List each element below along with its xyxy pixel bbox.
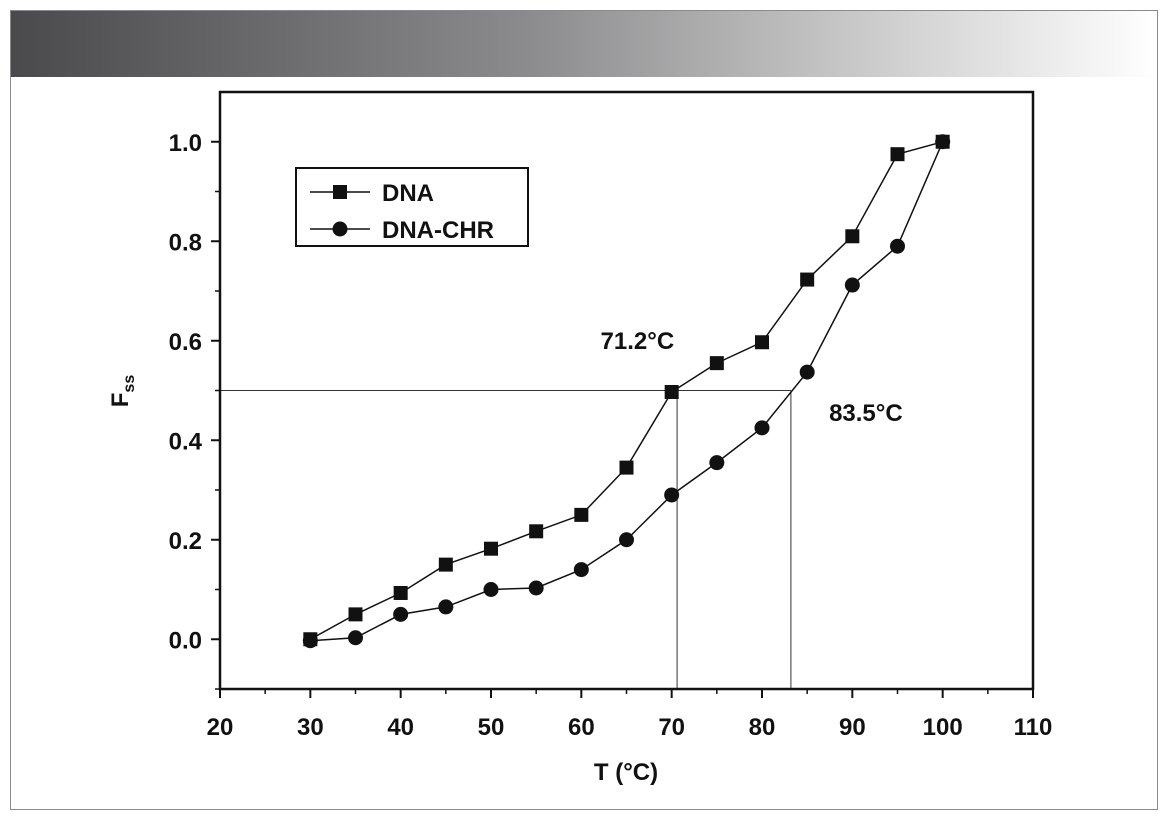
data-point-dna-chr-50 xyxy=(483,582,499,597)
x-tick-label: 90 xyxy=(839,714,866,741)
y-tick-label: 1.0 xyxy=(169,130,202,157)
data-point-dna-80 xyxy=(755,335,769,350)
y-axis-title-subscript: ss xyxy=(121,375,138,393)
y-axis-title-main: F xyxy=(107,393,134,408)
data-point-dna-chr-100 xyxy=(935,134,951,150)
y-tick-label: 0.6 xyxy=(169,329,202,356)
data-point-dna-75 xyxy=(709,356,724,371)
reference-lines xyxy=(220,390,792,689)
data-point-dna-65 xyxy=(619,460,634,475)
data-point-dna-chr-30 xyxy=(302,633,318,649)
y-tick-label: 0.4 xyxy=(169,428,203,455)
data-point-dna-chr-90 xyxy=(844,277,860,293)
data-point-dna-chr-70 xyxy=(664,487,680,503)
data-point-dna-50 xyxy=(484,541,498,556)
x-tick-label: 110 xyxy=(1014,714,1053,741)
y-tick-label: 0.0 xyxy=(169,627,202,654)
data-point-dna-35 xyxy=(348,607,363,622)
data-point-dna-chr-35 xyxy=(348,630,363,646)
data-point-dna-60 xyxy=(574,507,589,522)
data-point-dna-chr-80 xyxy=(754,420,770,436)
data-point-dna-chr-75 xyxy=(709,455,725,471)
legend-dna-marker xyxy=(333,185,347,199)
legend-dna-chr-label: DNA-CHR xyxy=(382,217,494,244)
annotations: 71.2°C 83.5°C xyxy=(601,328,903,427)
data-point-dna-45 xyxy=(438,557,453,572)
data-point-dna-40 xyxy=(393,585,408,600)
data-point-dna-chr-45 xyxy=(438,599,454,615)
series-layer xyxy=(302,134,951,649)
x-tick-label: 40 xyxy=(387,714,414,741)
header-gradient-bar xyxy=(11,11,1157,77)
annotation-tm-0: 71.2°C xyxy=(601,328,675,355)
data-point-dna-chr-95 xyxy=(890,238,905,254)
legend-dna-label: DNA xyxy=(382,180,434,207)
data-point-dna-chr-85 xyxy=(799,364,815,380)
x-tick-label: 60 xyxy=(568,714,595,741)
data-point-dna-chr-65 xyxy=(619,532,634,548)
y-tick-label: 0.2 xyxy=(169,528,202,555)
x-tick-label: 20 xyxy=(207,714,234,741)
y-tick-label: 0.8 xyxy=(169,229,202,256)
y-axis-title: Fss xyxy=(107,375,138,408)
x-tick-label: 100 xyxy=(923,714,963,741)
data-point-dna-70 xyxy=(664,384,679,399)
legend: DNA DNA-CHR xyxy=(295,167,529,247)
data-point-dna-chr-40 xyxy=(393,606,409,622)
x-tick-label: 80 xyxy=(749,714,776,741)
data-point-dna-chr-60 xyxy=(573,562,589,578)
data-point-dna-chr-55 xyxy=(528,580,544,596)
x-tick-label: 70 xyxy=(658,714,685,741)
annotation-tm-1: 83.5°C xyxy=(829,400,903,427)
data-point-dna-85 xyxy=(800,272,815,287)
x-tick-label: 30 xyxy=(297,714,324,741)
data-point-dna-55 xyxy=(529,524,544,539)
data-point-dna-95 xyxy=(890,147,905,162)
data-point-dna-90 xyxy=(845,229,860,244)
figure-frame xyxy=(10,10,1158,810)
axis-ticks: 20 30 40 50 60 70 80 90 100 110 0.0 0.2 0.4 0.6 0.8 1.0 xyxy=(169,130,1053,741)
legend-dna-chr-marker xyxy=(332,221,348,237)
x-axis-title: T (°C) xyxy=(594,759,658,786)
x-tick-label: 50 xyxy=(478,714,505,741)
